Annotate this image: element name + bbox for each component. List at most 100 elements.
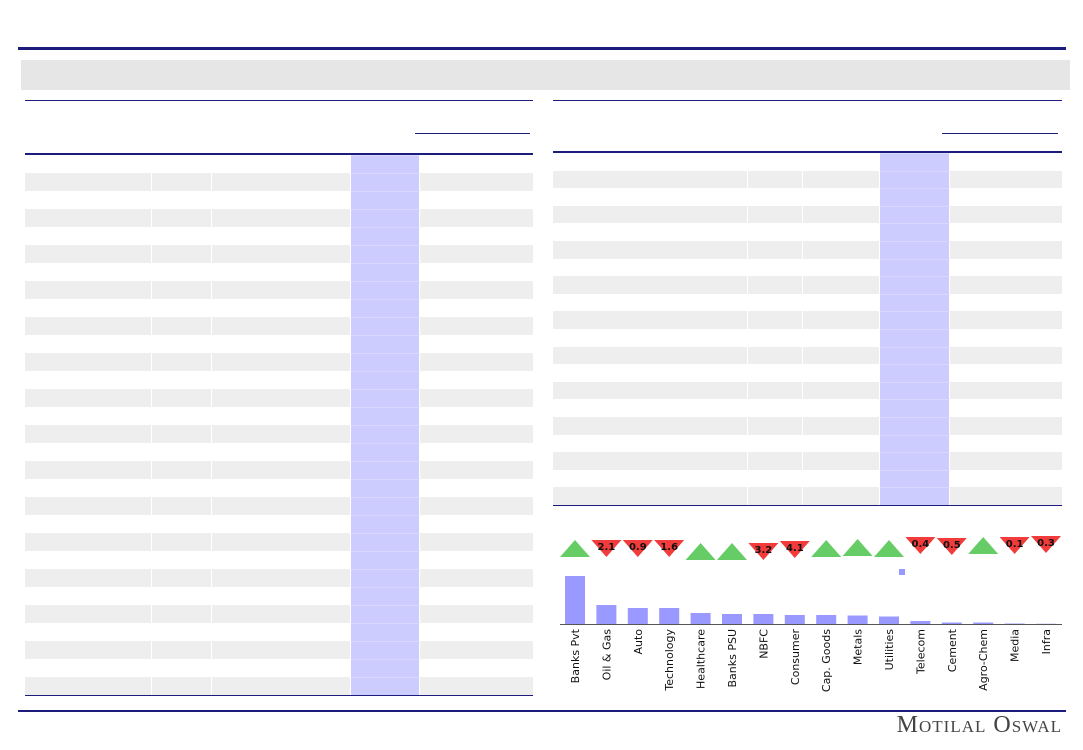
table-cell [748,487,803,505]
table-cell [212,659,351,677]
highlighted-cell [880,399,950,417]
table-row [25,245,533,263]
table-cell [748,188,803,206]
table-row [25,497,533,515]
table-cell [553,170,748,189]
highlighted-cell [351,641,420,659]
table-cell [152,209,212,227]
table-row [553,170,1062,189]
table-cell [212,479,351,497]
table-cell [420,155,533,173]
highlighted-cell [351,623,420,641]
table-row [553,364,1062,382]
highlighted-cell [880,240,950,259]
table-cell [950,259,1062,277]
change-marker-down [905,537,936,554]
table-cell [25,191,152,209]
table-cell [25,551,152,569]
table-row [25,659,533,677]
change-label: 2.1 [598,542,616,553]
table-cell [553,223,748,241]
table-cell [420,515,533,533]
table-cell [803,223,880,241]
table-row [25,173,533,191]
table-cell [25,335,152,353]
table-cell [553,188,748,206]
table-cell [25,209,152,227]
highlighted-cell [351,281,420,299]
table-row [25,677,533,695]
table-cell [420,533,533,551]
x-tick-label: Infra [1040,629,1053,654]
change-marker-down [748,543,779,560]
table-cell [553,153,748,171]
change-marker-down [622,540,653,557]
table-cell [152,245,212,263]
table-cell [803,346,880,365]
table-row [25,425,533,443]
table-cell [152,173,212,191]
table-row [25,299,533,317]
table-cell [212,371,351,389]
highlighted-cell [351,263,420,281]
bar [941,622,962,624]
table-cell [212,353,351,371]
table-bottom-rule [553,505,1062,506]
table-header-rule [25,153,533,155]
bar [879,616,899,624]
bar [784,615,805,624]
table-cell [25,227,152,245]
highlighted-cell [880,469,950,488]
table-cell [152,155,212,173]
bar [659,608,680,624]
table-cell [25,641,152,659]
table-cell [212,227,351,245]
table-cell [152,677,212,695]
table-body [553,153,1062,505]
left-table [25,100,533,697]
table-cell [152,569,212,587]
highlighted-cell [351,191,420,209]
highlighted-cell [351,677,420,695]
table-cell [212,569,351,587]
table-row [25,371,533,389]
highlighted-cell [351,389,420,407]
table-cell [420,173,533,191]
highlighted-cell [880,153,950,171]
table-cell [152,605,212,623]
bar [753,614,774,624]
table-cell [553,399,748,417]
bar [816,615,837,624]
table-cell [25,515,152,533]
table-cell [803,399,880,417]
table-row [25,407,533,425]
x-tick-label: Oil & Gas [600,629,613,681]
table-cell [212,389,351,407]
table-row [553,434,1062,453]
table-cell [803,170,880,189]
x-tick-label: Banks Pvt [569,628,582,683]
table-cell [803,452,880,470]
table-cell [420,209,533,227]
table-cell [152,659,212,677]
table-cell [212,461,351,479]
table-cell [152,461,212,479]
highlighted-cell [351,659,420,677]
table-cell [950,240,1062,259]
table-cell [212,335,351,353]
table-cell [25,569,152,587]
table-cell [553,434,748,453]
table-cell [950,188,1062,206]
table-cell [25,371,152,389]
table-cell [152,299,212,317]
table-cell [152,479,212,497]
table-cell [420,425,533,443]
highlighted-cell [880,452,950,470]
bar [627,608,648,624]
highlighted-cell [880,188,950,206]
table-cell [152,353,212,371]
table-cell [152,641,212,659]
table-cell [803,364,880,382]
highlighted-cell [880,416,950,435]
